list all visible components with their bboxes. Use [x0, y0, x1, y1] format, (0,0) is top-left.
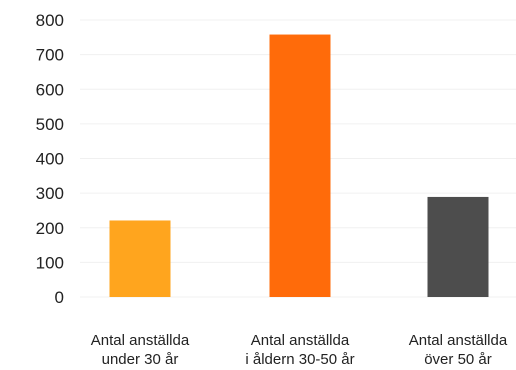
y-tick-label: 500 — [36, 115, 64, 134]
y-axis-tick-labels: 0 100 200 300 400 500 600 700 800 — [36, 11, 64, 307]
category-label-1-line-2: under 30 år — [102, 351, 179, 368]
y-tick-label: 700 — [36, 46, 64, 65]
y-tick-label: 600 — [36, 80, 64, 99]
category-labels: Antal anställda under 30 år Antal anställd… — [91, 332, 508, 368]
y-tick-label: 200 — [36, 219, 64, 238]
category-label-2-line-2: i åldern 30-50 år — [245, 351, 354, 368]
category-label-2-line-1: Antal anställda — [251, 332, 350, 349]
bars — [109, 34, 489, 297]
category-label-1-line-1: Antal anställda — [91, 332, 190, 349]
category-label-3-line-2: över 50 år — [424, 351, 492, 368]
category-label-3-line-1: Antal anställda — [409, 332, 508, 349]
y-tick-label: 100 — [36, 253, 64, 272]
y-tick-label: 800 — [36, 11, 64, 30]
y-tick-label: 300 — [36, 184, 64, 203]
bar-2 — [269, 34, 331, 297]
bar-1 — [109, 220, 171, 297]
y-tick-label: 400 — [36, 150, 64, 169]
y-tick-label: 0 — [55, 288, 64, 307]
bar-3 — [427, 196, 489, 297]
